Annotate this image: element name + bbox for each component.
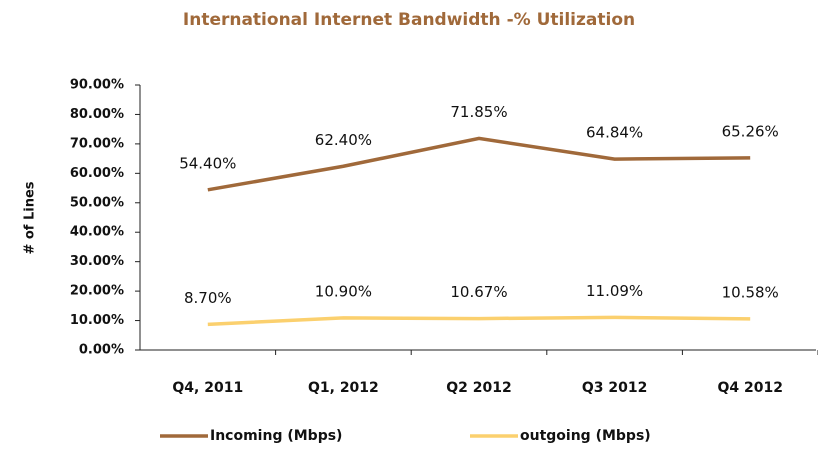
data-label: 65.26% (722, 122, 779, 140)
y-tick-label: 10.00% (70, 313, 124, 328)
y-tick-label: 80.00% (70, 107, 124, 122)
y-tick-label: 40.00% (70, 225, 124, 240)
data-label: 8.70% (184, 289, 232, 307)
x-tick-label: Q3 2012 (582, 380, 647, 396)
legend-label: Incoming (Mbps) (210, 428, 342, 444)
data-label: 71.85% (450, 103, 507, 121)
y-tick-label: 0.00% (79, 343, 124, 358)
data-label: 10.67% (450, 283, 507, 301)
y-tick-label: 50.00% (70, 195, 124, 210)
y-tick-label: 30.00% (70, 254, 124, 269)
data-label: 11.09% (586, 282, 643, 300)
x-tick-label: Q1, 2012 (308, 380, 379, 396)
x-tick-label: Q4 2012 (717, 380, 782, 396)
data-label: 62.40% (315, 131, 372, 149)
y-tick-label: 60.00% (70, 166, 124, 181)
data-label: 10.90% (315, 282, 372, 300)
y-tick-label: 70.00% (70, 136, 124, 151)
y-tick-label: 90.00% (70, 78, 124, 93)
legend-label: outgoing (Mbps) (520, 428, 651, 444)
data-label: 10.58% (722, 283, 779, 301)
data-label: 64.84% (586, 124, 643, 142)
data-label: 54.40% (179, 154, 236, 172)
chart-title: International Internet Bandwidth -% Util… (183, 10, 635, 30)
y-tick-label: 20.00% (70, 284, 124, 299)
x-tick-label: Q4, 2011 (172, 380, 243, 396)
y-axis-label: # of Lines (23, 181, 38, 254)
x-tick-label: Q2 2012 (446, 380, 511, 396)
series-line (207, 315, 751, 327)
series-line (207, 136, 751, 192)
